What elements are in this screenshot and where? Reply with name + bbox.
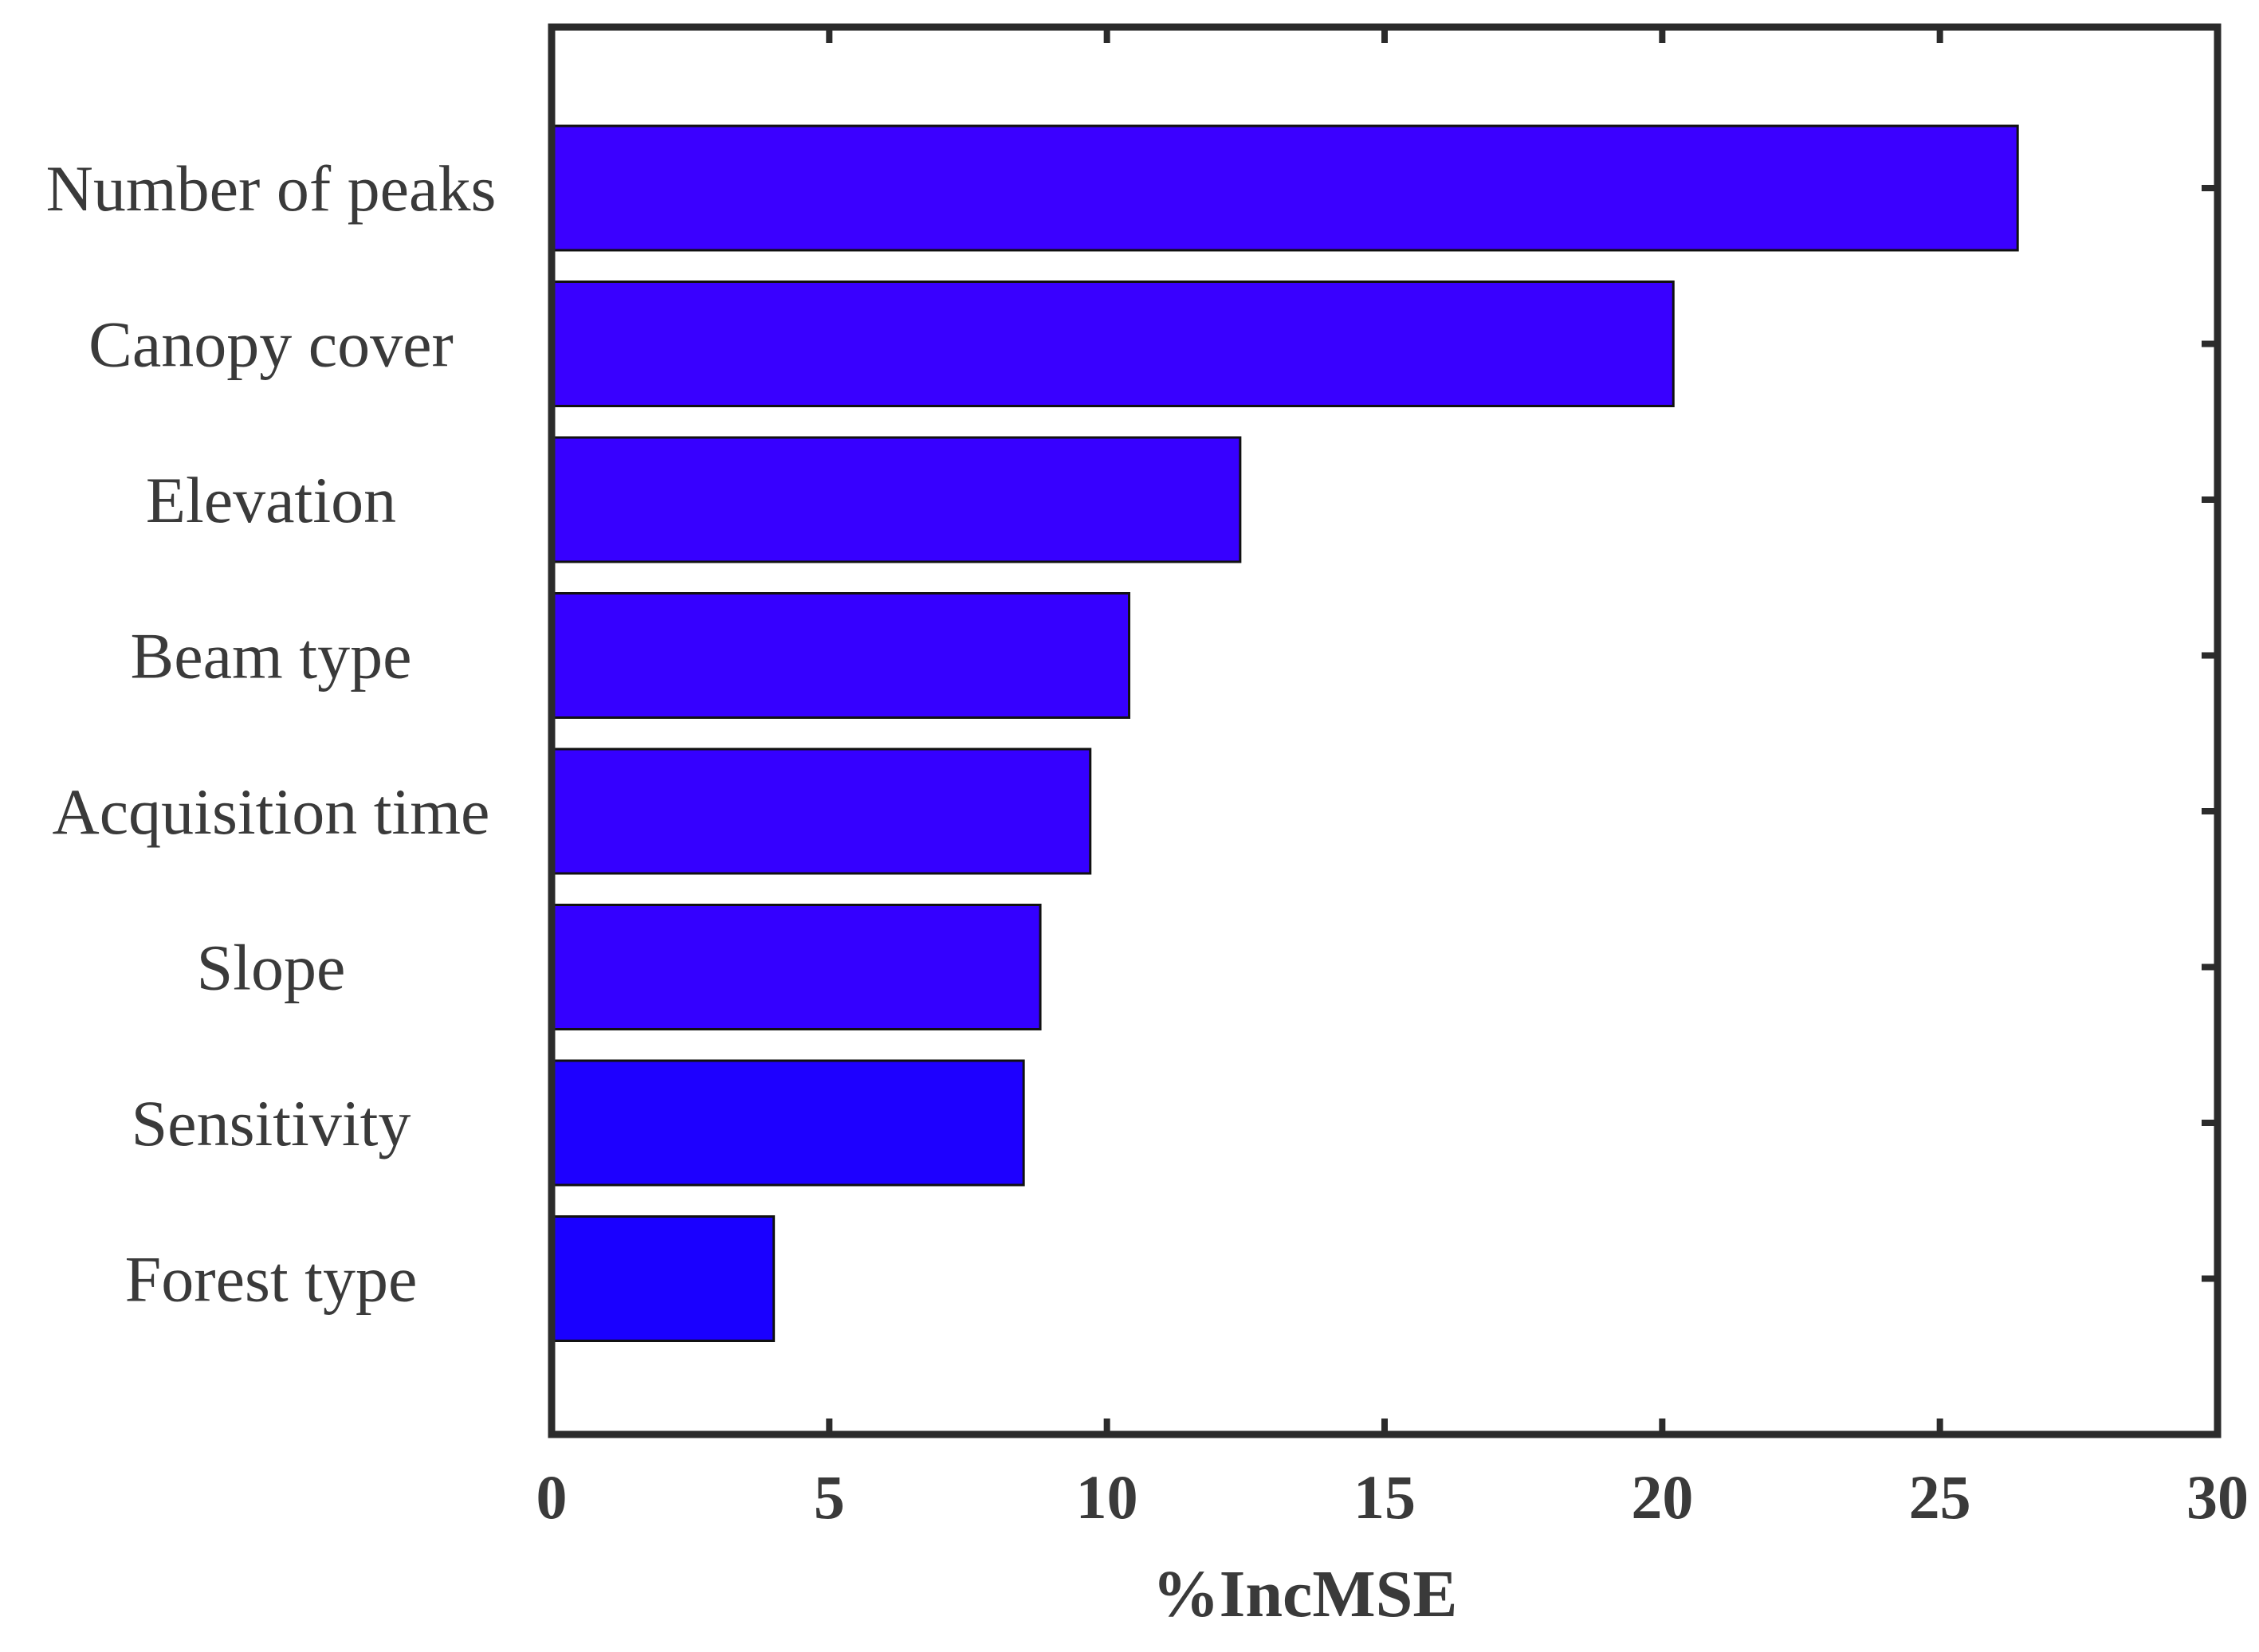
x-tick-label: 10	[1076, 1462, 1138, 1532]
ticks-group: 0 5 10 15 20 25 30	[536, 27, 2249, 1532]
bar-forest-type	[550, 1215, 776, 1342]
category-label: Number of peaks	[46, 152, 497, 225]
category-label: Slope	[197, 932, 346, 1004]
bar-canopy-cover	[550, 281, 1675, 407]
category-label: Beam type	[131, 620, 412, 693]
plot-frame	[548, 23, 2222, 1438]
x-tick-label: 15	[1353, 1462, 1416, 1532]
bar-sensitivity	[550, 1059, 1025, 1187]
bar-elevation	[550, 436, 1242, 563]
category-label: Sensitivity	[132, 1087, 411, 1160]
category-label: Acquisition time	[53, 775, 490, 848]
x-axis-title: %IncMSE	[1153, 1557, 1458, 1631]
category-label: Canopy cover	[88, 308, 454, 381]
bar-acquisition-time	[550, 748, 1092, 875]
category-labels-group: Number of peaks Canopy cover Elevation Beam…	[46, 152, 497, 1316]
x-tick-label: 20	[1631, 1462, 1693, 1532]
x-tick-label: 5	[814, 1462, 845, 1532]
bar-number-of-peaks	[550, 124, 2019, 252]
x-tick-label: 25	[1909, 1462, 1971, 1532]
category-label: Forest type	[125, 1243, 418, 1316]
x-tick-label: 0	[536, 1462, 568, 1532]
bar-slope	[550, 904, 1042, 1030]
bar-beam-type	[550, 592, 1131, 719]
category-label: Elevation	[146, 464, 396, 536]
bars-group	[550, 124, 2019, 1342]
x-tick-label: 30	[2186, 1462, 2249, 1532]
